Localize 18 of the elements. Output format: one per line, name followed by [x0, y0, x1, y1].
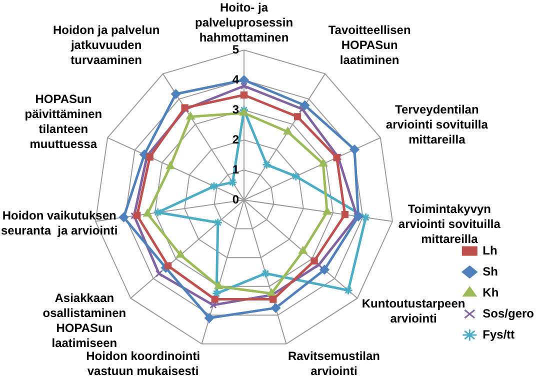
- spoke-label: Ravitsemustilan arviointi: [288, 348, 380, 378]
- y-tick-label: 2: [232, 132, 240, 146]
- spoke-label: Kuntoutustarpeen arviointi: [362, 296, 466, 326]
- spoke-label: HOPASun päivittäminen tilanteen muuttuessa: [24, 92, 102, 152]
- y-tick-label: 1: [232, 162, 240, 176]
- spoke-label: Tavoitteellisen HOPASun laatiminen: [328, 23, 411, 68]
- y-tick-label: 0: [232, 192, 240, 206]
- legend-label: Fys/tt: [482, 327, 515, 342]
- spoke-label: Hoidon vaikutuksen seuranta ja arviointi: [0, 208, 118, 238]
- legend-label: Sos/gero: [482, 306, 534, 320]
- spoke-label: Hoidon koordinointi vastuun mukaisesti: [86, 348, 200, 378]
- legend-label: Kh: [482, 285, 499, 300]
- spoke-label: Hoito- ja palveluprosessin hahmottaminen: [194, 0, 294, 44]
- y-tick-label: 5: [232, 42, 240, 56]
- spoke-label: Terveydentilan arviointi sovituilla mittareilla: [386, 102, 488, 147]
- spoke-label: Asiakkaan osallistaminen HOPASun laatimiseen: [42, 291, 126, 350]
- spoke-label: Hoidon ja palvelun jatkuvuuden turvaaminen: [52, 23, 160, 68]
- legend-label: Sh: [482, 264, 498, 278]
